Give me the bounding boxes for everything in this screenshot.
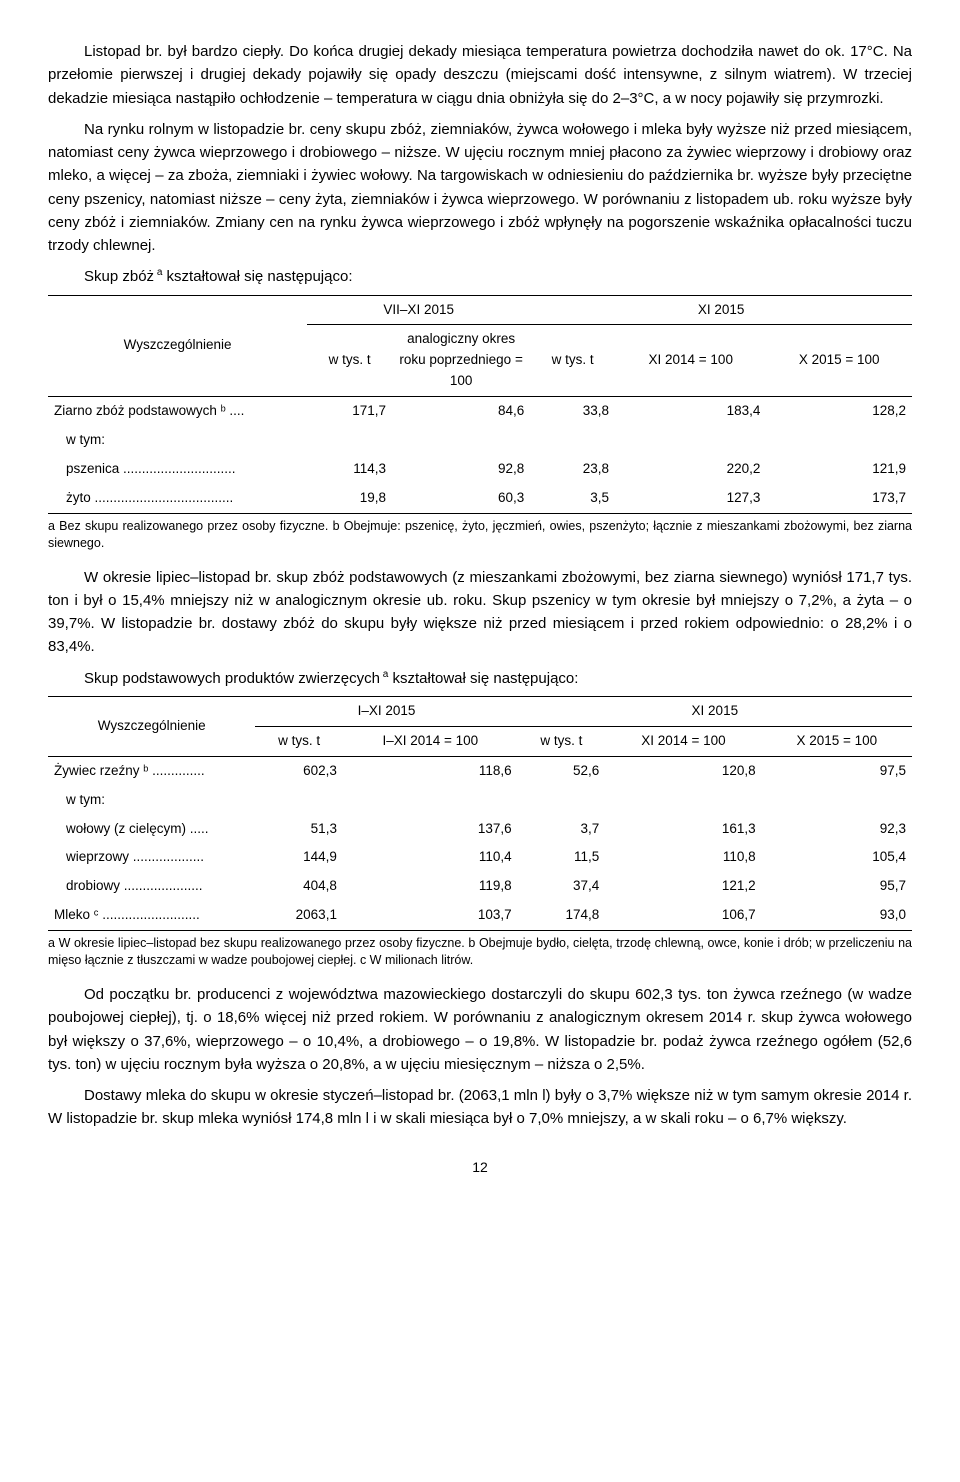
table-animal-purchase: Wyszczególnienie I–XI 2015 XI 2015 w tys…: [48, 696, 912, 931]
t2-r0-label: Żywiec rzeźny ᵇ ..............: [48, 756, 255, 785]
table-grain-purchase: Wyszczególnienie VII–XI 2015 XI 2015 w t…: [48, 295, 912, 514]
t1-r0-v1: 84,6: [392, 397, 530, 426]
t2-r5-v0: 2063,1: [255, 901, 343, 930]
paragraph-6: Od początku br. producenci z województwa…: [48, 983, 912, 1076]
table-row: żyto ...................................…: [48, 484, 912, 513]
t2-r3-v0: 144,9: [255, 843, 343, 872]
t2-r2-v2: 3,7: [518, 815, 606, 844]
t1-r2-label: pszenica ..............................: [48, 455, 307, 484]
t1-r0-label: Ziarno zbóż podstawowych ᵇ ....: [48, 397, 307, 426]
t1-r2-v3: 220,2: [615, 455, 766, 484]
t1-sub-xi2014: XI 2014 = 100: [615, 325, 766, 397]
t1-r3-v1: 60,3: [392, 484, 530, 513]
table-row: wołowy (z cielęcym) ..... 51,3 137,6 3,7…: [48, 815, 912, 844]
t2-r4-v4: 95,7: [762, 872, 912, 901]
paragraph-3: Skup zbóż a kształtował się następująco:: [48, 265, 912, 288]
t2-r2-v4: 92,3: [762, 815, 912, 844]
t2-col-spec: Wyszczególnienie: [48, 696, 255, 756]
page-number: 12: [48, 1157, 912, 1179]
t2-r5-label: Mleko ᶜ ..........................: [48, 901, 255, 930]
t1-r2-v2: 23,8: [530, 455, 615, 484]
p5-lead: Skup podstawowych produktów zwierzęcych: [84, 670, 380, 687]
t2-sub-wtyst2: w tys. t: [518, 726, 606, 756]
t2-r5-v4: 93,0: [762, 901, 912, 930]
paragraph-7: Dostawy mleka do skupu w okresie styczeń…: [48, 1084, 912, 1131]
t1-col-spec: Wyszczególnienie: [48, 295, 307, 397]
t2-r0-v4: 97,5: [762, 756, 912, 785]
t2-r2-v1: 137,6: [343, 815, 518, 844]
t2-r4-v3: 121,2: [605, 872, 761, 901]
table-row: Żywiec rzeźny ᵇ .............. 602,3 118…: [48, 756, 912, 785]
t1-sub-analog: analogiczny okres roku poprzedniego = 10…: [392, 325, 530, 397]
t1-r3-v2: 3,5: [530, 484, 615, 513]
t2-r5-v3: 106,7: [605, 901, 761, 930]
p3-lead: Skup zbóż: [84, 268, 154, 285]
t2-r0-v2: 52,6: [518, 756, 606, 785]
t2-r0-v3: 120,8: [605, 756, 761, 785]
table-row: w tym:: [48, 426, 912, 455]
table-row: pszenica .............................. …: [48, 455, 912, 484]
t1-r3-v3: 127,3: [615, 484, 766, 513]
table-row: Mleko ᶜ .......................... 2063,…: [48, 901, 912, 930]
t2-r0-v0: 602,3: [255, 756, 343, 785]
t2-r0-v1: 118,6: [343, 756, 518, 785]
t2-r4-v1: 119,8: [343, 872, 518, 901]
table1-footnote: a Bez skupu realizowanego przez osoby fi…: [48, 518, 912, 552]
t1-period2: XI 2015: [530, 295, 912, 325]
t1-r3-v0: 19,8: [307, 484, 392, 513]
t2-sub-ixi2014: I–XI 2014 = 100: [343, 726, 518, 756]
t2-r3-v4: 105,4: [762, 843, 912, 872]
t1-r0-v4: 128,2: [766, 397, 912, 426]
t1-sub-wtyst1: w tys. t: [307, 325, 392, 397]
t2-r5-v1: 103,7: [343, 901, 518, 930]
t1-r2-v1: 92,8: [392, 455, 530, 484]
table-row: w tym:: [48, 786, 912, 815]
t1-r1-label: w tym:: [48, 426, 307, 455]
p5-rest: kształtował się następująco:: [388, 670, 578, 687]
t2-r3-v3: 110,8: [605, 843, 761, 872]
t2-r2-v3: 161,3: [605, 815, 761, 844]
t1-period1: VII–XI 2015: [307, 295, 530, 325]
t2-r3-label: wieprzowy ...................: [48, 843, 255, 872]
t2-r3-v2: 11,5: [518, 843, 606, 872]
t1-sub-wtyst2: w tys. t: [530, 325, 615, 397]
t2-sub-wtyst1: w tys. t: [255, 726, 343, 756]
p3-rest: kształtował się następująco:: [162, 268, 352, 285]
table-row: wieprzowy ................... 144,9 110,…: [48, 843, 912, 872]
paragraph-5: Skup podstawowych produktów zwierzęcych …: [48, 667, 912, 690]
paragraph-2: Na rynku rolnym w listopadzie br. ceny s…: [48, 118, 912, 258]
table-row: drobiowy ..................... 404,8 119…: [48, 872, 912, 901]
t2-r4-label: drobiowy .....................: [48, 872, 255, 901]
t1-r2-v0: 114,3: [307, 455, 392, 484]
t1-r0-v0: 171,7: [307, 397, 392, 426]
t1-sub-x2015: X 2015 = 100: [766, 325, 912, 397]
t1-r0-v2: 33,8: [530, 397, 615, 426]
t2-r1-label: w tym:: [48, 786, 255, 815]
t2-sub-x2015: X 2015 = 100: [762, 726, 912, 756]
t2-r2-label: wołowy (z cielęcym) .....: [48, 815, 255, 844]
t1-r2-v4: 121,9: [766, 455, 912, 484]
table-row: Ziarno zbóż podstawowych ᵇ .... 171,7 84…: [48, 397, 912, 426]
t2-period2: XI 2015: [518, 696, 912, 726]
t2-r5-v2: 174,8: [518, 901, 606, 930]
t1-r3-v4: 173,7: [766, 484, 912, 513]
t2-period1: I–XI 2015: [255, 696, 517, 726]
t1-r0-v3: 183,4: [615, 397, 766, 426]
t2-r2-v0: 51,3: [255, 815, 343, 844]
paragraph-4: W okresie lipiec–listopad br. skup zbóż …: [48, 566, 912, 659]
t1-r3-label: żyto ...................................…: [48, 484, 307, 513]
t2-sub-xi2014: XI 2014 = 100: [605, 726, 761, 756]
paragraph-1: Listopad br. był bardzo ciepły. Do końca…: [48, 40, 912, 110]
t2-r4-v2: 37,4: [518, 872, 606, 901]
t2-r4-v0: 404,8: [255, 872, 343, 901]
t2-r3-v1: 110,4: [343, 843, 518, 872]
table2-footnote: a W okresie lipiec–listopad bez skupu re…: [48, 935, 912, 969]
